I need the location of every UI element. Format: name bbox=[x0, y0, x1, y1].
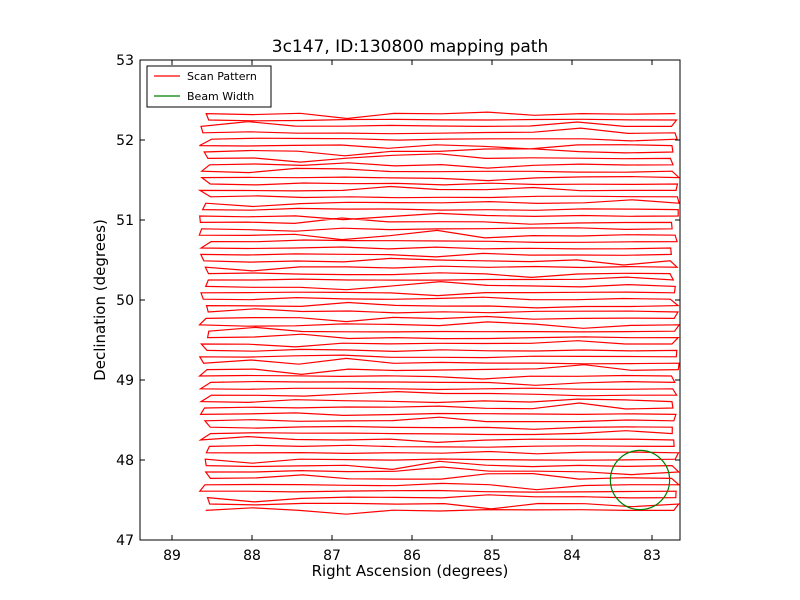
y-tick-label: 47 bbox=[116, 533, 134, 549]
beam-width-series bbox=[609, 449, 671, 511]
y-tick-label: 50 bbox=[116, 293, 134, 309]
y-tick-label: 53 bbox=[116, 53, 134, 69]
x-tick-label: 86 bbox=[403, 548, 421, 564]
chart-title: 3c147, ID:130800 mapping path bbox=[272, 37, 548, 57]
x-axis: 89 88 87 86 85 84 83 bbox=[163, 60, 661, 564]
y-axis-label: Declination (degrees) bbox=[91, 219, 109, 381]
legend-box bbox=[146, 65, 272, 108]
y-tick-label: 48 bbox=[116, 453, 134, 469]
legend: Scan Pattern Beam Width bbox=[146, 65, 272, 108]
beam-width-circle bbox=[609, 449, 671, 511]
x-tick-label: 85 bbox=[483, 548, 501, 564]
y-axis: 47 48 49 50 51 52 53 bbox=[116, 53, 680, 549]
x-tick-label: 84 bbox=[563, 548, 581, 564]
x-tick-label: 89 bbox=[163, 548, 181, 564]
legend-label-scan-pattern: Scan Pattern bbox=[187, 70, 257, 83]
y-tick-label: 51 bbox=[116, 213, 134, 229]
legend-label-beam-width: Beam Width bbox=[187, 90, 254, 103]
x-axis-label: Right Ascension (degrees) bbox=[312, 562, 509, 580]
x-tick-label: 88 bbox=[243, 548, 261, 564]
scan-pattern-line bbox=[197, 111, 680, 515]
scan-pattern-series bbox=[197, 111, 680, 515]
x-tick-label: 83 bbox=[643, 548, 661, 564]
x-tick-label: 87 bbox=[323, 548, 341, 564]
plot-area bbox=[197, 111, 680, 515]
y-tick-label: 49 bbox=[116, 373, 134, 389]
y-tick-label: 52 bbox=[116, 133, 134, 149]
